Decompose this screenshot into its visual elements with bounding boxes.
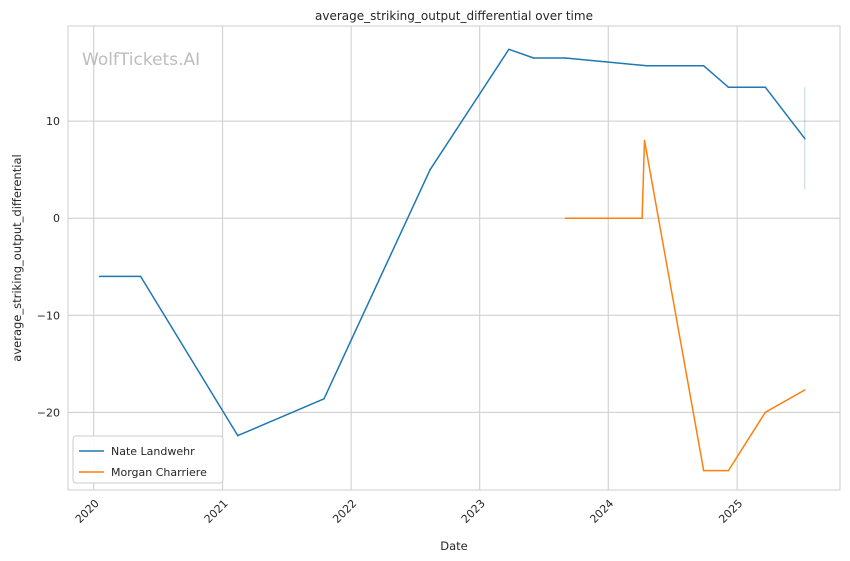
x-axis-ticks: 2020 2021 2022 2023 2024 2025 — [73, 497, 745, 526]
plot-frame — [67, 25, 841, 491]
data-point-morgan-charriere-4 — [727, 469, 730, 472]
data-point-nate-landwehr-4 — [429, 168, 431, 171]
x-tick-label-2024: 2024 — [587, 497, 616, 526]
data-point-nate-landwehr-12 — [803, 137, 806, 140]
data-point-morgan-charriere-2 — [643, 139, 646, 142]
x-tick-label-2023: 2023 — [459, 497, 488, 526]
x-tick-label-2025: 2025 — [716, 497, 745, 526]
data-point-nate-landwehr-11 — [764, 86, 767, 88]
legend: Nate Landwehr Morgan Charriere — [72, 435, 224, 484]
data-point-nate-landwehr-2 — [236, 434, 239, 437]
data-point-morgan-charriere-0 — [564, 217, 567, 220]
chart-title: average_striking_output_differential ove… — [315, 9, 593, 23]
data-point-nate-landwehr-5 — [508, 48, 510, 51]
data-point-nate-landwehr-3 — [323, 397, 325, 400]
data-point-nate-landwehr-9 — [702, 64, 705, 67]
series-layer — [98, 48, 806, 472]
legend-box — [72, 435, 224, 484]
legend-label-nate-landwehr: Nate Landwehr — [111, 445, 195, 458]
data-point-nate-landwehr-1 — [139, 275, 142, 278]
x-axis-title: Date — [440, 539, 468, 553]
data-point-morgan-charriere-6 — [803, 389, 806, 391]
data-point-morgan-charriere-1 — [641, 217, 643, 220]
watermark: WolfTickets.AI — [82, 50, 200, 70]
plot-background — [68, 26, 840, 490]
y-tick-label--20: −20 — [37, 406, 60, 419]
data-point-nate-landwehr-10 — [727, 86, 730, 88]
grid — [68, 26, 840, 490]
y-axis-ticks: 10 0 −10 −20 — [37, 115, 60, 419]
data-point-nate-landwehr-0 — [98, 275, 101, 278]
x-tick-label-2022: 2022 — [330, 497, 359, 526]
y-tick-label-0: 0 — [53, 212, 60, 225]
data-point-morgan-charriere-5 — [764, 411, 767, 414]
data-point-nate-landwehr-6 — [532, 57, 535, 59]
y-axis-title: average_striking_output_differential — [10, 154, 24, 361]
data-point-nate-landwehr-7 — [564, 57, 567, 59]
x-tick-label-2020: 2020 — [73, 497, 102, 526]
y-tick-label-10: 10 — [46, 115, 60, 128]
data-point-nate-landwehr-8 — [646, 64, 648, 67]
legend-label-morgan-charriere: Morgan Charriere — [111, 466, 207, 479]
data-point-morgan-charriere-3 — [702, 469, 705, 472]
y-tick-label--10: −10 — [37, 309, 60, 322]
x-tick-label-2021: 2021 — [202, 497, 231, 526]
